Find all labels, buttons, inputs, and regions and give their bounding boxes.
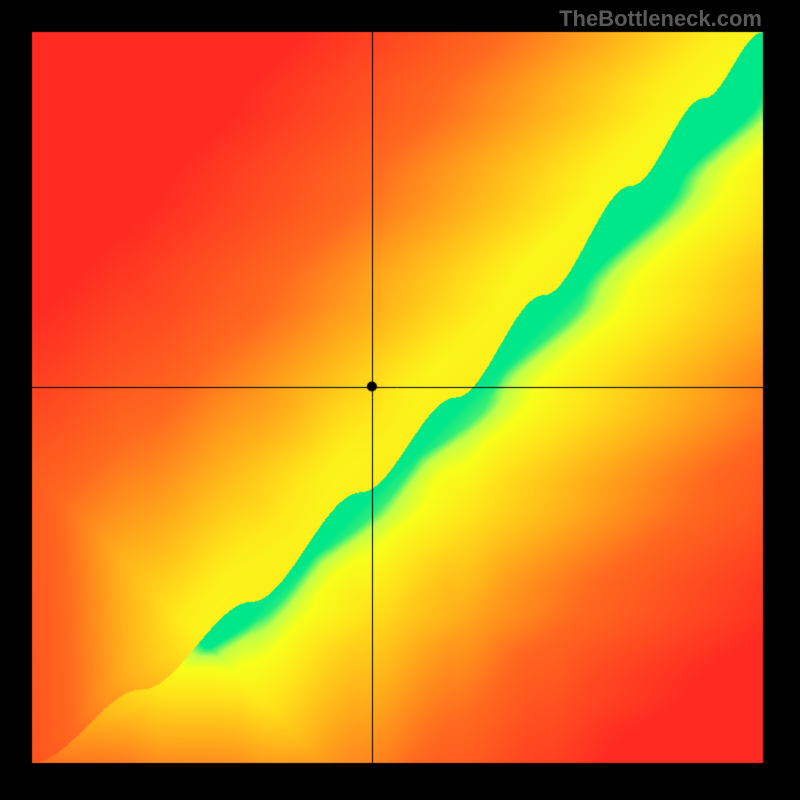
- bottleneck-heatmap: [0, 0, 800, 800]
- chart-container: TheBottleneck.com: [0, 0, 800, 800]
- watermark-text: TheBottleneck.com: [559, 6, 762, 32]
